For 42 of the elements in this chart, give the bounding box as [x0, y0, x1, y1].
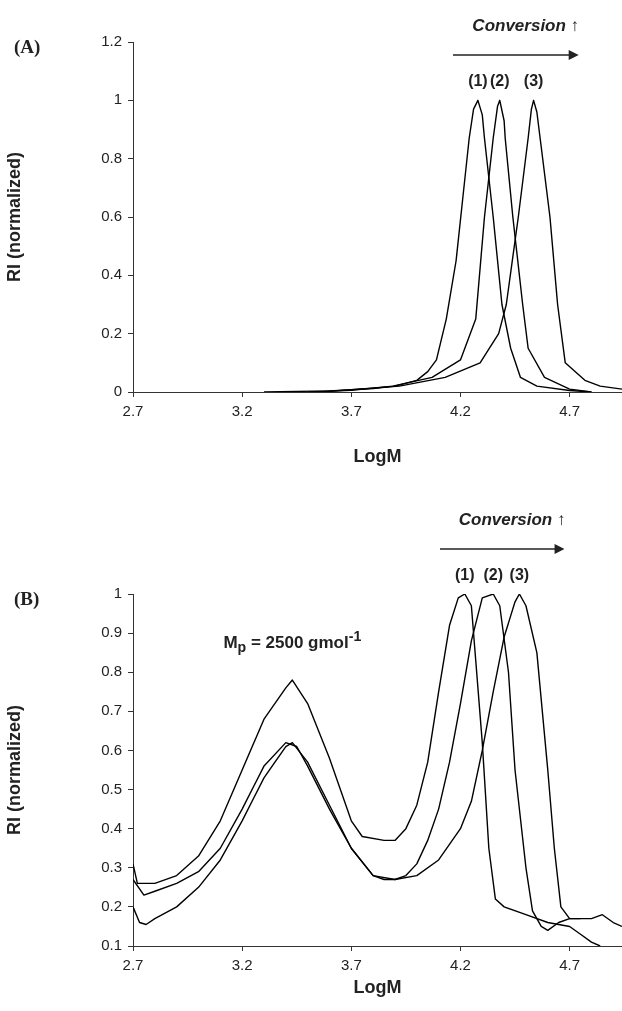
annotation: M$_{p}$ = 2500 gmol$^{-1}$	[222, 628, 363, 656]
series-label: (2)	[483, 566, 503, 583]
x-tick-label: 3.2	[231, 956, 253, 974]
series-label: (3)	[523, 72, 544, 90]
y-tick-label: 0.8	[101, 148, 122, 166]
y-tick-label: 0.5	[101, 779, 122, 797]
x-tick-label: 4.7	[559, 956, 581, 974]
y-axis-title: RI (normalized)	[3, 704, 24, 836]
y-tick-label: 0.6	[101, 207, 122, 225]
chart-title: (B)	[14, 588, 40, 610]
y-tick-label: 0.3	[101, 857, 122, 875]
series-label: (1)	[468, 72, 488, 90]
y-tick-label: 1	[113, 90, 122, 108]
y-tick-label: 0.7	[101, 701, 122, 719]
text: Conversion ↑	[457, 510, 567, 530]
x-tick-label: 3.7	[340, 402, 362, 420]
y-tick-label: 0.4	[101, 818, 122, 836]
x-tick-label: 4.2	[450, 402, 471, 420]
x-tick-label: 3.2	[231, 402, 253, 420]
x-tick-label: 4.7	[559, 402, 581, 420]
x-axis-title: LogM	[353, 977, 402, 998]
series-label: (1)	[455, 566, 475, 583]
y-tick-label: 0.2	[101, 323, 122, 341]
y-tick-label: 0.8	[101, 662, 122, 680]
y-tick-label: 0.6	[101, 740, 122, 758]
y-tick-label: 0.2	[101, 897, 122, 915]
y-tick-label: 0	[113, 382, 122, 400]
y-tick-label: 0.1	[101, 936, 122, 954]
series-label: (2)	[489, 72, 510, 90]
chart-title: (A)	[14, 36, 41, 58]
x-axis-title: LogM	[353, 446, 402, 467]
y-tick-label: 0.9	[101, 623, 122, 641]
x-tick-label: 2.7	[122, 956, 144, 974]
y-tick-label: 0.4	[101, 265, 122, 283]
y-tick-label: 1.2	[101, 32, 122, 50]
x-tick-label: 2.7	[122, 402, 144, 420]
text: Conversion ↑	[471, 16, 581, 37]
x-tick-label: 4.2	[450, 956, 471, 974]
x-tick-label: 3.7	[340, 956, 362, 974]
y-axis-title: RI (normalized)	[3, 151, 24, 283]
series-label: (3)	[509, 566, 530, 583]
y-tick-label: 1	[113, 584, 122, 602]
